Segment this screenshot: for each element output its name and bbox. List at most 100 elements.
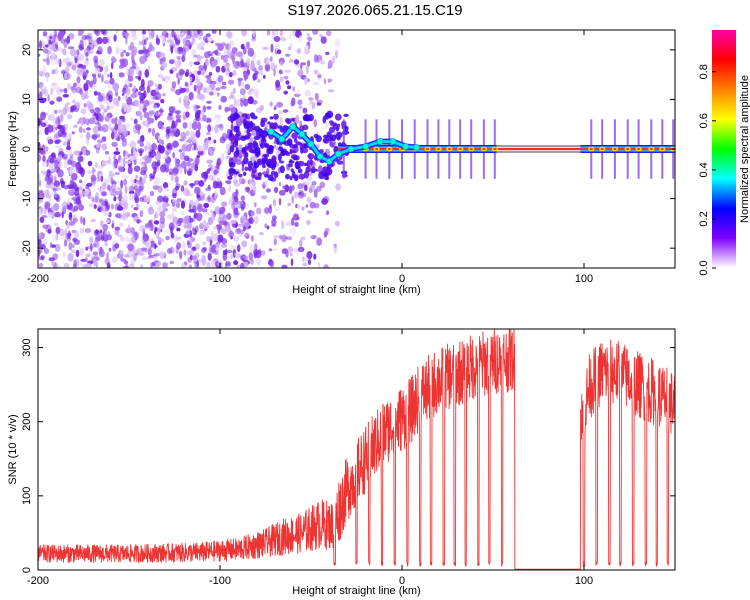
noise-speckle [120, 61, 126, 69]
noise-speckle [95, 50, 102, 55]
noise-speckle [169, 260, 175, 265]
ridge-noise [229, 130, 233, 137]
noise-speckle [128, 263, 135, 268]
noise-speckle [192, 246, 196, 250]
y-tick-label: -10 [21, 191, 33, 207]
noise-speckle [40, 84, 44, 90]
noise-speckle [157, 83, 162, 90]
noise-speckle [152, 104, 158, 109]
noise-speckle [72, 182, 77, 189]
noise-speckle [188, 183, 196, 187]
noise-speckle [99, 220, 104, 228]
noise-speckle [154, 213, 157, 219]
noise-speckle [268, 248, 273, 252]
noise-speckle [307, 36, 313, 42]
noise-speckle [79, 227, 85, 235]
ridge-point [325, 157, 333, 165]
noise-speckle [113, 196, 117, 202]
noise-speckle [157, 144, 163, 153]
noise-speckle [38, 153, 42, 163]
noise-speckle [149, 173, 153, 180]
noise-speckle [104, 80, 111, 84]
noise-speckle [155, 38, 161, 46]
ridge-noise [279, 165, 285, 174]
noise-speckle [90, 219, 96, 223]
noise-speckle [278, 189, 286, 196]
noise-speckle [44, 201, 51, 210]
noise-speckle [300, 62, 303, 70]
noise-speckle [49, 44, 52, 48]
noise-speckle [168, 168, 174, 175]
noise-speckle [165, 149, 172, 155]
noise-speckle [180, 241, 187, 249]
noise-speckle [218, 105, 222, 110]
noise-speckle [291, 217, 295, 226]
noise-speckle [71, 85, 78, 94]
noise-speckle [39, 216, 45, 224]
noise-speckle [191, 38, 196, 44]
noise-speckle [39, 148, 46, 155]
noise-speckle [144, 69, 150, 78]
noise-speckle [145, 227, 151, 231]
noise-speckle [138, 103, 144, 111]
noise-speckle [72, 99, 76, 104]
noise-speckle [99, 249, 105, 258]
noise-speckle [185, 111, 190, 118]
noise-speckle [285, 221, 293, 227]
noise-speckle [134, 101, 139, 107]
noise-speckle [244, 203, 250, 209]
noise-speckle [218, 220, 226, 226]
noise-speckle [267, 30, 271, 36]
noise-speckle [288, 46, 291, 51]
noise-speckle [174, 30, 179, 36]
noise-speckle [253, 243, 258, 253]
noise-speckle [233, 87, 236, 94]
noise-speckle [176, 227, 181, 232]
ridge-noise [313, 133, 319, 139]
noise-speckle [224, 106, 229, 113]
noise-speckle [103, 229, 108, 237]
noise-speckle [42, 65, 47, 75]
noise-speckle [41, 257, 44, 261]
noise-speckle [84, 256, 88, 263]
noise-speckle [166, 248, 173, 254]
noise-speckle [179, 88, 186, 94]
noise-speckle [133, 146, 136, 154]
noise-speckle [112, 82, 118, 92]
ridge-noise [334, 113, 342, 121]
noise-speckle [66, 83, 72, 90]
ridge-noise [306, 160, 310, 168]
noise-speckle [175, 114, 181, 120]
y-tick-label: 20 [21, 44, 33, 56]
noise-speckle [68, 189, 75, 196]
ridge-point [316, 153, 324, 160]
noise-speckle [187, 257, 193, 263]
noise-speckle [45, 73, 49, 83]
noise-speckle [206, 159, 213, 164]
y-axis-label: Frequency (Hz) [7, 111, 19, 187]
noise-speckle [299, 120, 303, 128]
noise-speckle [111, 184, 117, 190]
ridge-noise [254, 125, 261, 132]
ridge-noise [288, 163, 293, 168]
noise-speckle [226, 212, 232, 220]
noise-speckle [125, 87, 131, 96]
noise-speckle [313, 69, 319, 75]
noise-speckle [51, 173, 57, 182]
noise-speckle [96, 133, 101, 138]
noise-speckle [271, 30, 279, 36]
noise-speckle [298, 190, 304, 199]
noise-speckle [278, 181, 282, 187]
noise-speckle [293, 93, 301, 98]
noise-speckle [201, 208, 208, 213]
ridge-noise [301, 147, 309, 154]
noise-speckle [92, 134, 97, 141]
noise-speckle [103, 71, 107, 76]
noise-speckle [130, 117, 134, 122]
noise-speckle [74, 67, 81, 74]
noise-speckle [127, 75, 134, 82]
noise-speckle [253, 185, 257, 194]
noise-speckle [76, 82, 82, 88]
noise-speckle [150, 262, 153, 268]
noise-speckle [235, 51, 243, 57]
